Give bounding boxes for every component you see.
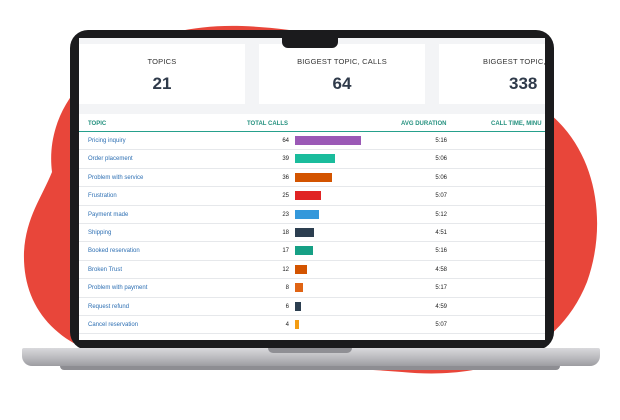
calls-bar — [295, 246, 313, 256]
calls-bar — [295, 283, 304, 293]
table-row[interactable]: Booked reservation 17 5:16 — [79, 242, 545, 261]
calls-bar-track — [295, 191, 375, 201]
table-body: Pricing inquiry 64 5:16 Order placement 39 5:… — [79, 132, 545, 335]
topic-link[interactable]: Request refund — [88, 303, 130, 310]
total-calls-value: 39 — [282, 156, 289, 163]
avg-duration-value: 4:59 — [435, 303, 447, 310]
avg-duration-value: 5:16 — [435, 138, 447, 144]
total-calls-value: 25 — [282, 193, 289, 200]
table-row[interactable]: Request refund 6 4:59 — [79, 298, 545, 316]
total-calls-value: 36 — [282, 174, 289, 181]
avg-duration-value: 5:07 — [435, 193, 447, 200]
kpi-cards: TOPICS 21 BIGGEST TOPIC, CALLS 64 BIGGES… — [79, 38, 545, 108]
calls-bar-track — [295, 283, 375, 293]
table-row[interactable]: Broken Trust 12 4:58 — [79, 261, 545, 280]
table-row[interactable]: Pricing inquiry 64 5:16 — [79, 132, 545, 151]
laptop-base-notch — [268, 348, 352, 353]
table-header: TOPIC TOTAL CALLS AVG DURATION CALL TIME… — [79, 114, 545, 132]
calls-bar — [295, 172, 333, 182]
kpi-card-topics: TOPICS 21 — [79, 44, 245, 104]
table-row[interactable]: Frustration 25 5:07 — [79, 187, 545, 206]
calls-bar — [295, 319, 300, 329]
total-calls-value: 4 — [285, 321, 289, 328]
table-row[interactable]: Problem with service 36 5:06 — [79, 169, 545, 188]
topic-link[interactable]: Booked reservation — [88, 248, 140, 255]
calls-bar — [295, 301, 302, 311]
avg-duration-value: 5:06 — [435, 156, 447, 163]
topic-link[interactable]: Pricing inquiry — [88, 138, 126, 144]
topic-link[interactable]: Problem with service — [88, 174, 144, 181]
table-row[interactable]: Problem with payment 8 5:17 — [79, 279, 545, 298]
calls-bar — [295, 136, 361, 145]
topic-link[interactable]: Broken Trust — [88, 266, 123, 273]
total-calls-value: 64 — [282, 138, 289, 144]
topic-link[interactable]: Problem with payment — [88, 285, 148, 292]
topic-link[interactable]: Frustration — [88, 193, 117, 200]
calls-bar — [295, 209, 319, 219]
header-topic[interactable]: TOPIC — [88, 121, 107, 127]
header-avg-duration[interactable]: AVG DURATION — [401, 121, 447, 127]
avg-duration-value: 5:07 — [435, 321, 447, 328]
topics-table: TOPIC TOTAL CALLS AVG DURATION CALL TIME… — [79, 114, 545, 340]
kpi-value: 64 — [332, 74, 352, 93]
total-calls-value: 18 — [282, 229, 289, 236]
avg-duration-value: 5:06 — [435, 174, 447, 181]
calls-bar-track — [295, 209, 375, 219]
kpi-label: BIGGEST TOPIC, CALLS — [297, 57, 387, 66]
topic-link[interactable]: Shipping — [88, 229, 112, 236]
camera-notch — [282, 36, 338, 48]
calls-bar-track — [295, 246, 375, 256]
kpi-label: BIGGEST TOPIC, MI — [483, 57, 545, 66]
kpi-value: 338 — [509, 74, 538, 93]
calls-bar — [295, 227, 314, 237]
dashboard-screen: TOPICS 21 BIGGEST TOPIC, CALLS 64 BIGGES… — [79, 38, 545, 340]
laptop-base — [22, 348, 600, 366]
calls-bar-track — [295, 301, 375, 311]
laptop-foot — [60, 366, 560, 370]
table-row[interactable]: Payment made 23 5:12 — [79, 206, 545, 224]
topic-link[interactable]: Payment made — [88, 211, 129, 218]
avg-duration-value: 4:58 — [435, 266, 447, 273]
calls-bar — [295, 191, 321, 201]
table-row[interactable]: Cancel reservation 4 5:07 — [79, 316, 545, 335]
calls-bar — [295, 154, 336, 164]
calls-bar-track — [295, 172, 375, 182]
kpi-card-biggest-topic-minutes: BIGGEST TOPIC, MI 338 — [439, 44, 545, 104]
header-total-calls[interactable]: TOTAL CALLS — [247, 121, 288, 127]
calls-bar-track — [295, 136, 375, 145]
table-row[interactable]: Order placement 39 5:06 — [79, 150, 545, 169]
calls-bar-track — [295, 227, 375, 237]
calls-bar-track — [295, 319, 375, 329]
total-calls-value: 17 — [282, 248, 289, 255]
total-calls-value: 8 — [285, 285, 289, 292]
kpi-value: 21 — [152, 74, 172, 93]
total-calls-value: 6 — [285, 303, 289, 310]
table-row[interactable]: Shipping 18 4:51 — [79, 224, 545, 243]
avg-duration-value: 5:12 — [435, 211, 447, 218]
calls-bar-track — [295, 264, 375, 274]
topic-link[interactable]: Cancel reservation — [88, 321, 139, 328]
total-calls-value: 12 — [282, 266, 289, 273]
calls-bar — [295, 264, 308, 274]
calls-bar-track — [295, 154, 375, 164]
avg-duration-value: 4:51 — [435, 229, 447, 236]
avg-duration-value: 5:17 — [435, 285, 447, 292]
kpi-label: TOPICS — [147, 57, 177, 66]
total-calls-value: 23 — [282, 211, 289, 218]
topic-link[interactable]: Order placement — [88, 156, 133, 163]
kpi-card-biggest-topic-calls: BIGGEST TOPIC, CALLS 64 — [259, 44, 425, 104]
header-call-time[interactable]: CALL TIME, MINU — [491, 121, 542, 127]
avg-duration-value: 5:16 — [435, 248, 447, 255]
